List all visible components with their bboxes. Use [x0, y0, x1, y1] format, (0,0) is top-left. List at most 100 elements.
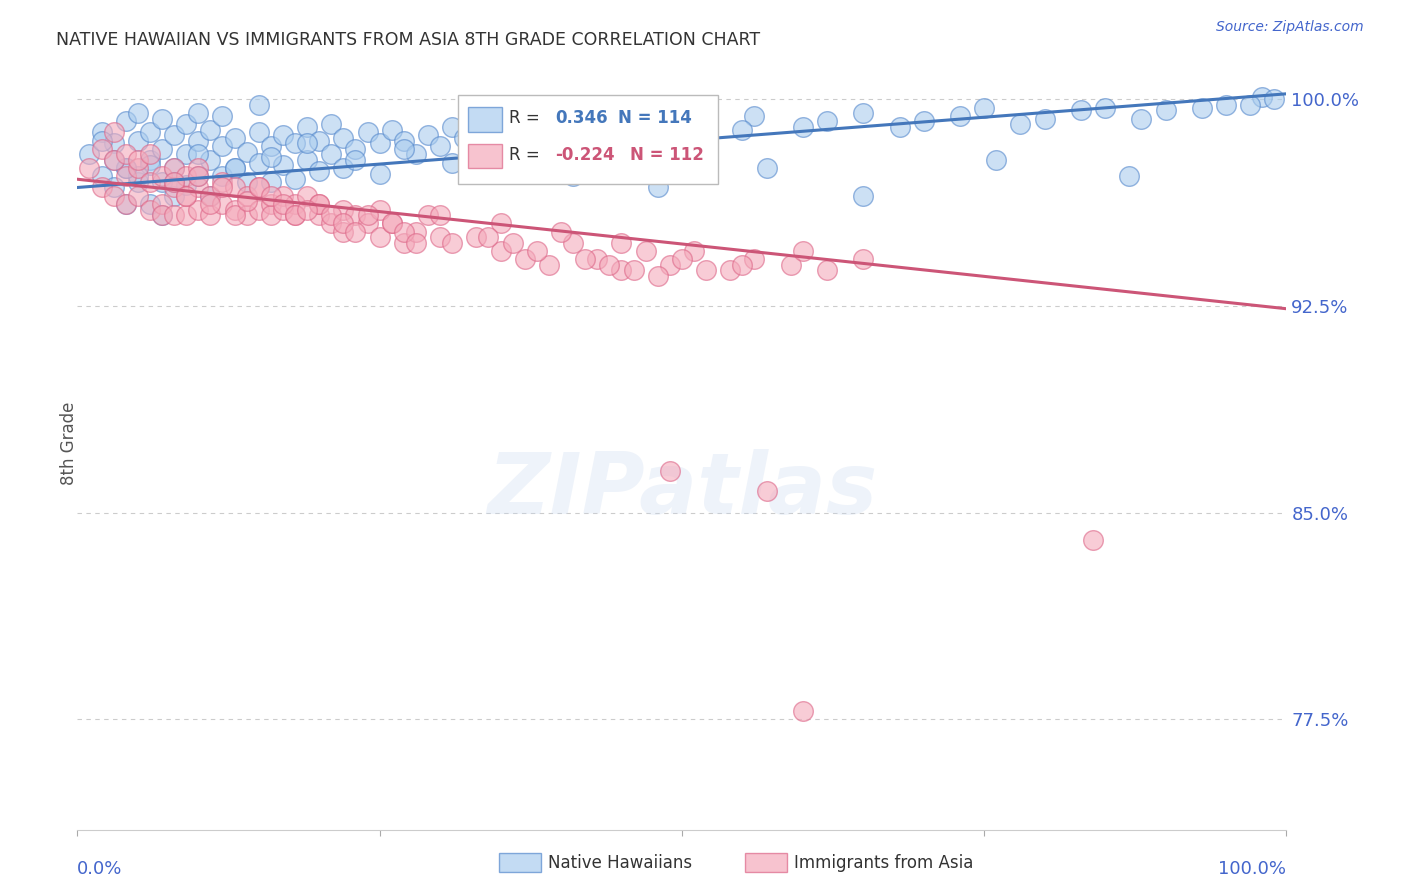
- Text: R =: R =: [509, 109, 546, 128]
- Point: [260, 150, 283, 164]
- Point: [200, 153, 222, 167]
- Point: [163, 188, 186, 202]
- Text: Immigrants from Asia: Immigrants from Asia: [794, 854, 974, 871]
- Point: [912, 114, 935, 128]
- Point: [1191, 101, 1213, 115]
- FancyBboxPatch shape: [468, 144, 502, 169]
- Point: [103, 125, 125, 139]
- Point: [489, 216, 512, 230]
- Point: [973, 101, 995, 115]
- Point: [368, 230, 391, 244]
- Point: [90, 180, 112, 194]
- Text: -0.224: -0.224: [555, 146, 614, 164]
- Point: [187, 202, 209, 217]
- Point: [598, 258, 620, 272]
- Point: [271, 128, 294, 142]
- Point: [260, 139, 283, 153]
- Point: [235, 194, 257, 209]
- Point: [211, 169, 233, 184]
- Point: [200, 188, 222, 202]
- Point: [114, 147, 136, 161]
- Point: [1263, 92, 1285, 106]
- Point: [332, 202, 354, 217]
- Point: [200, 188, 222, 202]
- Point: [139, 147, 162, 161]
- Point: [344, 153, 367, 167]
- Point: [295, 153, 318, 167]
- Point: [453, 131, 475, 145]
- Point: [513, 136, 536, 151]
- Point: [852, 188, 875, 202]
- Point: [718, 263, 741, 277]
- Point: [308, 134, 330, 148]
- Point: [949, 109, 972, 123]
- Point: [344, 225, 367, 239]
- Point: [429, 230, 451, 244]
- Point: [792, 244, 814, 258]
- Point: [224, 131, 246, 145]
- Point: [103, 153, 125, 167]
- Point: [852, 252, 875, 267]
- Point: [671, 252, 693, 267]
- Point: [127, 175, 149, 189]
- Point: [441, 155, 464, 169]
- Point: [103, 188, 125, 202]
- Point: [381, 216, 404, 230]
- Point: [235, 175, 257, 189]
- Point: [174, 188, 197, 202]
- Point: [815, 263, 838, 277]
- Point: [744, 109, 766, 123]
- Point: [1010, 117, 1032, 131]
- Point: [755, 161, 778, 176]
- Point: [200, 122, 222, 136]
- Point: [308, 208, 330, 222]
- Point: [211, 197, 233, 211]
- Point: [623, 263, 645, 277]
- Point: [235, 145, 257, 159]
- Point: [381, 122, 404, 136]
- Point: [526, 244, 548, 258]
- Point: [889, 120, 911, 134]
- Point: [815, 114, 838, 128]
- Point: [114, 197, 136, 211]
- Point: [103, 180, 125, 194]
- Point: [513, 252, 536, 267]
- Point: [779, 258, 801, 272]
- Point: [658, 258, 681, 272]
- Point: [295, 188, 318, 202]
- Text: N = 112: N = 112: [630, 146, 704, 164]
- Point: [610, 235, 633, 250]
- Point: [658, 464, 681, 478]
- Point: [90, 169, 112, 184]
- Point: [429, 139, 451, 153]
- Point: [405, 235, 427, 250]
- Text: ZIPatlas: ZIPatlas: [486, 449, 877, 532]
- Point: [271, 158, 294, 172]
- Point: [224, 180, 246, 194]
- Point: [187, 180, 209, 194]
- Point: [163, 128, 186, 142]
- Text: 100.0%: 100.0%: [1219, 860, 1286, 878]
- Point: [986, 153, 1008, 167]
- Point: [1094, 101, 1116, 115]
- Point: [139, 153, 162, 167]
- Point: [271, 202, 294, 217]
- Point: [247, 202, 270, 217]
- Point: [731, 258, 754, 272]
- Point: [139, 158, 162, 172]
- Point: [695, 125, 717, 139]
- Point: [139, 125, 162, 139]
- Point: [502, 235, 524, 250]
- Point: [163, 161, 186, 176]
- Point: [150, 208, 173, 222]
- Point: [647, 180, 669, 194]
- Point: [489, 244, 512, 258]
- Point: [139, 202, 162, 217]
- Point: [271, 188, 294, 202]
- Point: [150, 175, 173, 189]
- Point: [502, 147, 524, 161]
- Point: [224, 202, 246, 217]
- Text: N = 114: N = 114: [617, 109, 692, 128]
- Point: [1154, 103, 1177, 118]
- Point: [574, 125, 596, 139]
